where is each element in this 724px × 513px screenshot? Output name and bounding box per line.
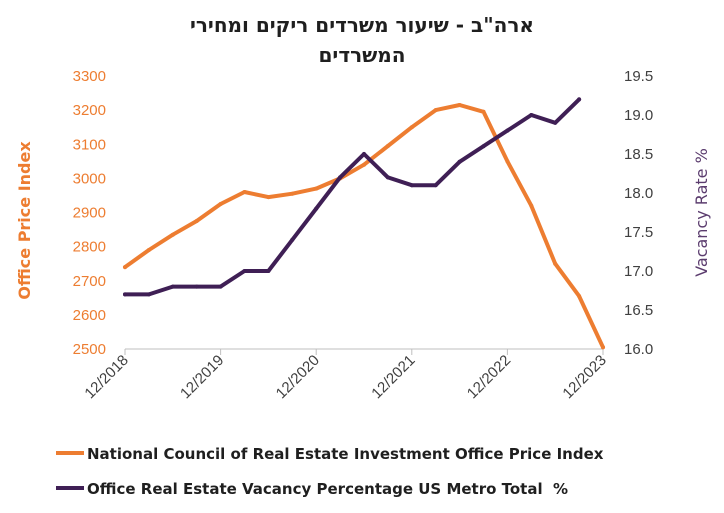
x-tick-label: 12/2018 (81, 352, 131, 402)
left-tick-label: 2900 (73, 205, 106, 222)
vacancy-point (194, 284, 199, 289)
x-tick-label: 12/2023 (559, 352, 609, 402)
right-tick-label: 19.0 (624, 107, 653, 124)
price-index-point (505, 159, 510, 164)
price-index-point (409, 125, 414, 130)
vacancy-point (123, 292, 127, 297)
chart-title: ארה"ב - שיעור משרדים ריקים ומחירי (190, 13, 534, 37)
vacancy-point (290, 237, 295, 242)
price-index-point (553, 261, 558, 266)
left-tick-label: 2700 (73, 273, 106, 290)
price-index-point (123, 265, 127, 270)
right-tick-label: 18.5 (624, 146, 653, 163)
right-axis-ticks: 16.0 16.5 17.0 17.5 18.0 18.5 19.0 19.5 (624, 68, 653, 358)
price-index-point (457, 103, 462, 107)
right-tick-label: 19.5 (624, 68, 653, 85)
price-index-point (577, 294, 582, 299)
vacancy-point (242, 269, 247, 273)
left-tick-label: 3300 (73, 68, 106, 85)
series-line-vacancy (123, 97, 582, 297)
vacancy-point (409, 183, 414, 188)
price-index-point (146, 248, 151, 252)
right-tick-label: 16.0 (624, 341, 653, 358)
vacancy-point (385, 175, 390, 180)
legend-label-vacancy: Office Real Estate Vacancy Percentage US… (87, 480, 568, 498)
x-tick-label: 12/2019 (177, 352, 227, 402)
price-index-point (242, 190, 247, 194)
price-index-point (170, 232, 175, 237)
vacancy-point (146, 292, 151, 297)
series-lines (123, 97, 605, 350)
price-index-point (218, 202, 223, 206)
vacancy-point (457, 159, 462, 164)
vacancy-point (266, 269, 271, 273)
price-index-point (194, 219, 199, 223)
price-index-point (290, 191, 295, 196)
price-index-point (601, 345, 605, 350)
series-line-price-index (123, 103, 605, 350)
right-tick-label: 18.0 (624, 185, 653, 202)
left-tick-label: 3100 (73, 136, 106, 153)
left-tick-label: 2500 (73, 341, 106, 358)
price-index-point (266, 195, 271, 200)
price-index-point (529, 203, 534, 208)
x-tick-label: 12/2020 (273, 352, 323, 402)
price-index-point (314, 186, 319, 191)
x-axis-ticks: 12/2018 12/2019 12/2020 12/2021 12/2022 12/20… (81, 349, 610, 402)
vacancy-point (433, 183, 438, 188)
vacancy-point (505, 128, 510, 133)
x-tick-label: 12/2021 (368, 352, 418, 402)
right-tick-label: 17.5 (624, 224, 653, 241)
left-axis-title: Office Price Index (15, 141, 34, 300)
vacancy-point (170, 284, 175, 289)
price-index-point (433, 108, 438, 113)
left-tick-label: 3000 (73, 170, 106, 187)
vacancy-point (481, 144, 486, 149)
right-tick-label: 17.0 (624, 263, 653, 280)
price-index-point (362, 162, 366, 167)
left-tick-label: 2800 (73, 239, 106, 256)
left-tick-label: 2600 (73, 307, 106, 324)
vacancy-point (577, 97, 582, 102)
price-index-point (481, 109, 486, 114)
vacancy-point (314, 206, 319, 211)
left-axis-ticks: 2500 2600 2700 2800 2900 3000 3100 3200 3300 (73, 68, 106, 358)
chart-title-line2: המשרדים (319, 43, 406, 67)
legend-label-price-index: National Council of Real Estate Investme… (87, 445, 604, 463)
vacancy-point (218, 284, 223, 289)
right-tick-label: 16.5 (624, 302, 653, 319)
price-index-point (385, 144, 390, 148)
vacancy-point (338, 175, 343, 180)
right-axis-title: Vacancy Rate % (692, 148, 711, 277)
vacancy-point (529, 113, 534, 117)
vacancy-point (553, 120, 558, 125)
vacancy-point (362, 152, 366, 156)
legend: National Council of Real Estate Investme… (56, 445, 604, 498)
left-tick-label: 3200 (73, 102, 106, 119)
x-tick-label: 12/2022 (464, 352, 514, 402)
